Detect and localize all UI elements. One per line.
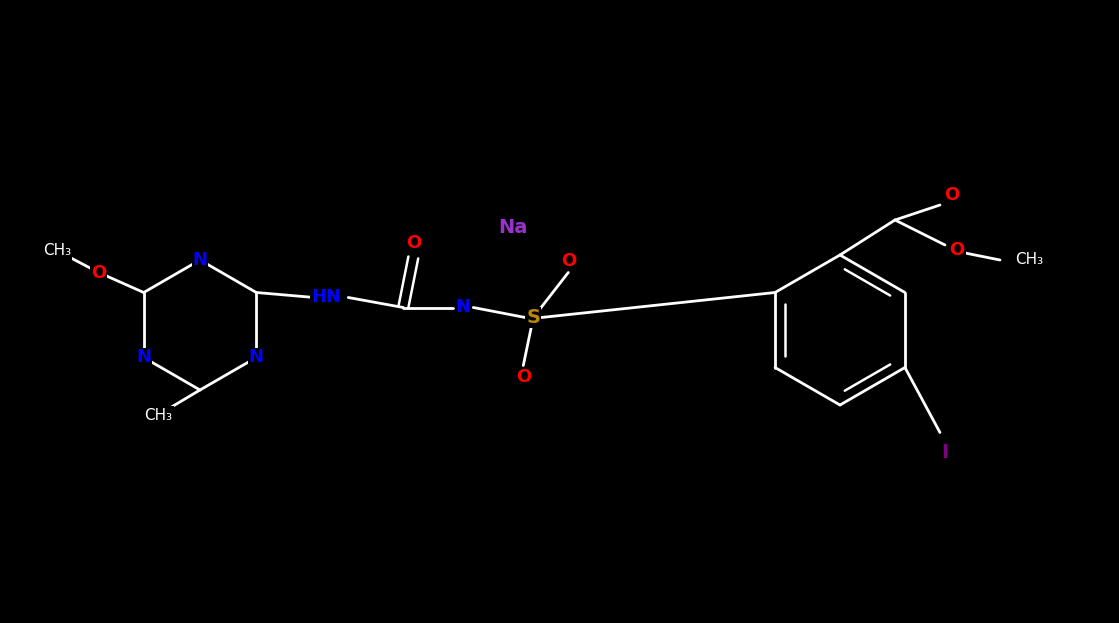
Text: I: I [941,443,949,462]
Text: O: O [516,368,530,386]
Text: CH₃: CH₃ [43,243,70,258]
Text: O: O [561,252,576,270]
Text: O: O [944,186,960,204]
Text: Na: Na [499,218,528,237]
Text: O: O [91,264,106,282]
Text: N: N [455,298,471,316]
Text: CH₃: CH₃ [144,407,172,422]
Text: HN: HN [311,288,341,307]
Text: S: S [526,308,540,327]
Text: O: O [406,234,421,252]
Text: CH₃: CH₃ [1015,252,1043,267]
Text: N: N [248,348,264,366]
Text: N: N [137,348,151,366]
Text: N: N [192,251,207,269]
Text: O: O [949,241,965,259]
